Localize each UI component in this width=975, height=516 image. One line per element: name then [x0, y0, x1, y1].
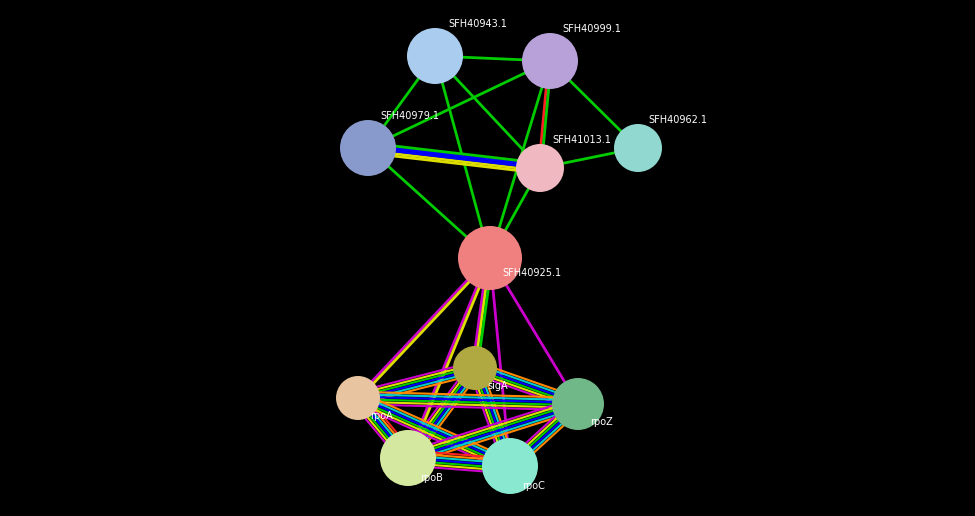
- Text: rpoZ: rpoZ: [590, 417, 612, 427]
- Text: SFH40943.1: SFH40943.1: [448, 19, 507, 29]
- Circle shape: [552, 378, 604, 430]
- Text: SFH40979.1: SFH40979.1: [380, 111, 439, 121]
- Circle shape: [380, 430, 436, 486]
- Circle shape: [407, 28, 463, 84]
- Text: rpoB: rpoB: [420, 473, 443, 483]
- Text: SFH40962.1: SFH40962.1: [648, 115, 707, 125]
- Text: sigA: sigA: [487, 381, 508, 391]
- Circle shape: [458, 226, 522, 290]
- Circle shape: [614, 124, 662, 172]
- Text: SFH40925.1: SFH40925.1: [502, 268, 562, 278]
- Circle shape: [516, 144, 564, 192]
- Text: SFH40999.1: SFH40999.1: [562, 24, 621, 34]
- Circle shape: [340, 120, 396, 176]
- Text: SFH41013.1: SFH41013.1: [552, 135, 611, 145]
- Circle shape: [336, 376, 380, 420]
- Text: rpoC: rpoC: [522, 481, 545, 491]
- Circle shape: [453, 346, 497, 390]
- Circle shape: [522, 33, 578, 89]
- Text: rpoA: rpoA: [370, 411, 393, 421]
- Circle shape: [482, 438, 538, 494]
